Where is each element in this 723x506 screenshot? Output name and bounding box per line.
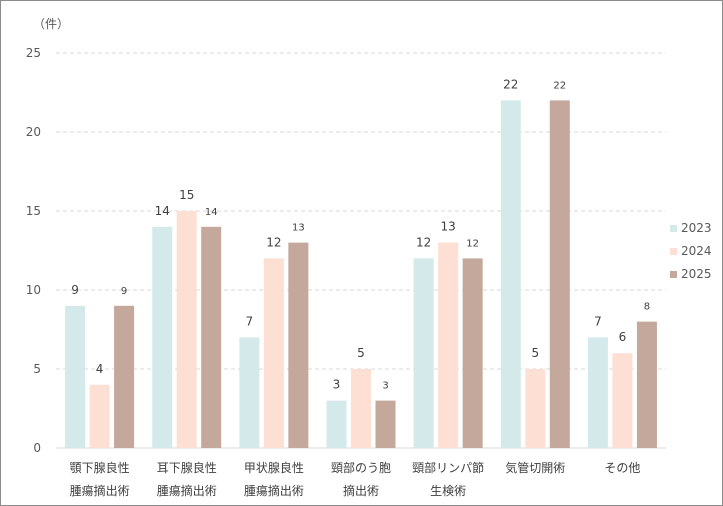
data-label-2023: 9 xyxy=(71,283,79,297)
bar-2025 xyxy=(114,305,135,448)
data-label-2023: 14 xyxy=(155,204,170,218)
data-label-2025: 22 xyxy=(553,80,566,91)
bar-2024 xyxy=(438,242,459,448)
data-label-2024: 13 xyxy=(441,220,456,234)
bar-2023 xyxy=(500,100,521,449)
x-category-label: 腫瘍摘出術 xyxy=(70,483,130,498)
y-tick-label: 25 xyxy=(26,46,41,60)
data-label-2024: 5 xyxy=(357,346,365,360)
data-label-2023: 12 xyxy=(416,235,431,249)
bar-2023 xyxy=(326,400,347,448)
bar-2023 xyxy=(65,305,86,448)
bar-2023 xyxy=(587,337,608,448)
x-category-label: 顎下腺良性 xyxy=(70,460,130,475)
y-tick-label: 0 xyxy=(33,441,41,455)
y-tick-label: 15 xyxy=(26,204,41,218)
bar-2025 xyxy=(288,242,309,448)
data-label-2025: 8 xyxy=(644,302,650,313)
bar-2024 xyxy=(263,258,284,448)
x-category-label: 頸部リンパ節 xyxy=(412,460,484,475)
x-category-label: 頸部のう胞 xyxy=(331,460,391,475)
bar-2024 xyxy=(176,211,197,448)
x-category-label: 腫瘍摘出術 xyxy=(157,483,217,498)
data-label-2025: 13 xyxy=(292,223,305,234)
legend-label-2024: 2024 xyxy=(681,244,712,258)
data-label-2024: 6 xyxy=(619,330,627,344)
legend-swatch-2024 xyxy=(670,248,677,255)
y-unit-label: （件） xyxy=(33,17,69,31)
data-label-2025: 14 xyxy=(205,207,218,218)
bar-2023 xyxy=(413,258,434,448)
data-label-2023: 7 xyxy=(594,314,602,328)
x-category-label: 摘出術 xyxy=(343,483,379,498)
legend-label-2025: 2025 xyxy=(681,267,712,281)
data-label-2023: 7 xyxy=(246,314,254,328)
data-label-2025: 9 xyxy=(121,286,127,297)
legend-swatch-2025 xyxy=(670,271,677,278)
bar-2024 xyxy=(351,369,371,448)
legend-swatch-2023 xyxy=(670,225,677,232)
y-tick-label: 20 xyxy=(26,125,41,139)
bar-2024 xyxy=(612,353,633,448)
data-label-2024: 5 xyxy=(531,346,539,360)
x-category-label: 気管切開術 xyxy=(505,460,565,475)
data-label-2025: 3 xyxy=(382,381,388,392)
bar-2024 xyxy=(89,384,110,448)
bar-2025 xyxy=(201,226,222,448)
x-category-label: 腫瘍摘出術 xyxy=(244,483,304,498)
bar-2025 xyxy=(549,100,570,449)
x-category-label: 耳下腺良性 xyxy=(157,460,217,475)
data-label-2023: 22 xyxy=(503,77,518,91)
data-label-2025: 12 xyxy=(466,238,479,249)
bar-2024 xyxy=(525,369,546,448)
x-category-label: 生検術 xyxy=(430,484,466,498)
bar-2025 xyxy=(462,258,483,448)
bar-2025 xyxy=(636,321,657,448)
legend-label-2023: 2023 xyxy=(681,221,712,235)
bar-2025 xyxy=(375,400,396,448)
data-label-2024: 4 xyxy=(96,362,104,376)
data-label-2024: 15 xyxy=(179,188,194,202)
bar-2023 xyxy=(152,226,173,448)
y-tick-label: 5 xyxy=(33,362,41,376)
x-category-label: 甲状腺良性 xyxy=(244,460,304,475)
data-label-2023: 3 xyxy=(333,378,341,392)
x-category-label: その他 xyxy=(604,461,640,475)
y-tick-label: 10 xyxy=(26,283,41,297)
bar-2023 xyxy=(239,337,260,448)
data-label-2024: 12 xyxy=(266,235,281,249)
